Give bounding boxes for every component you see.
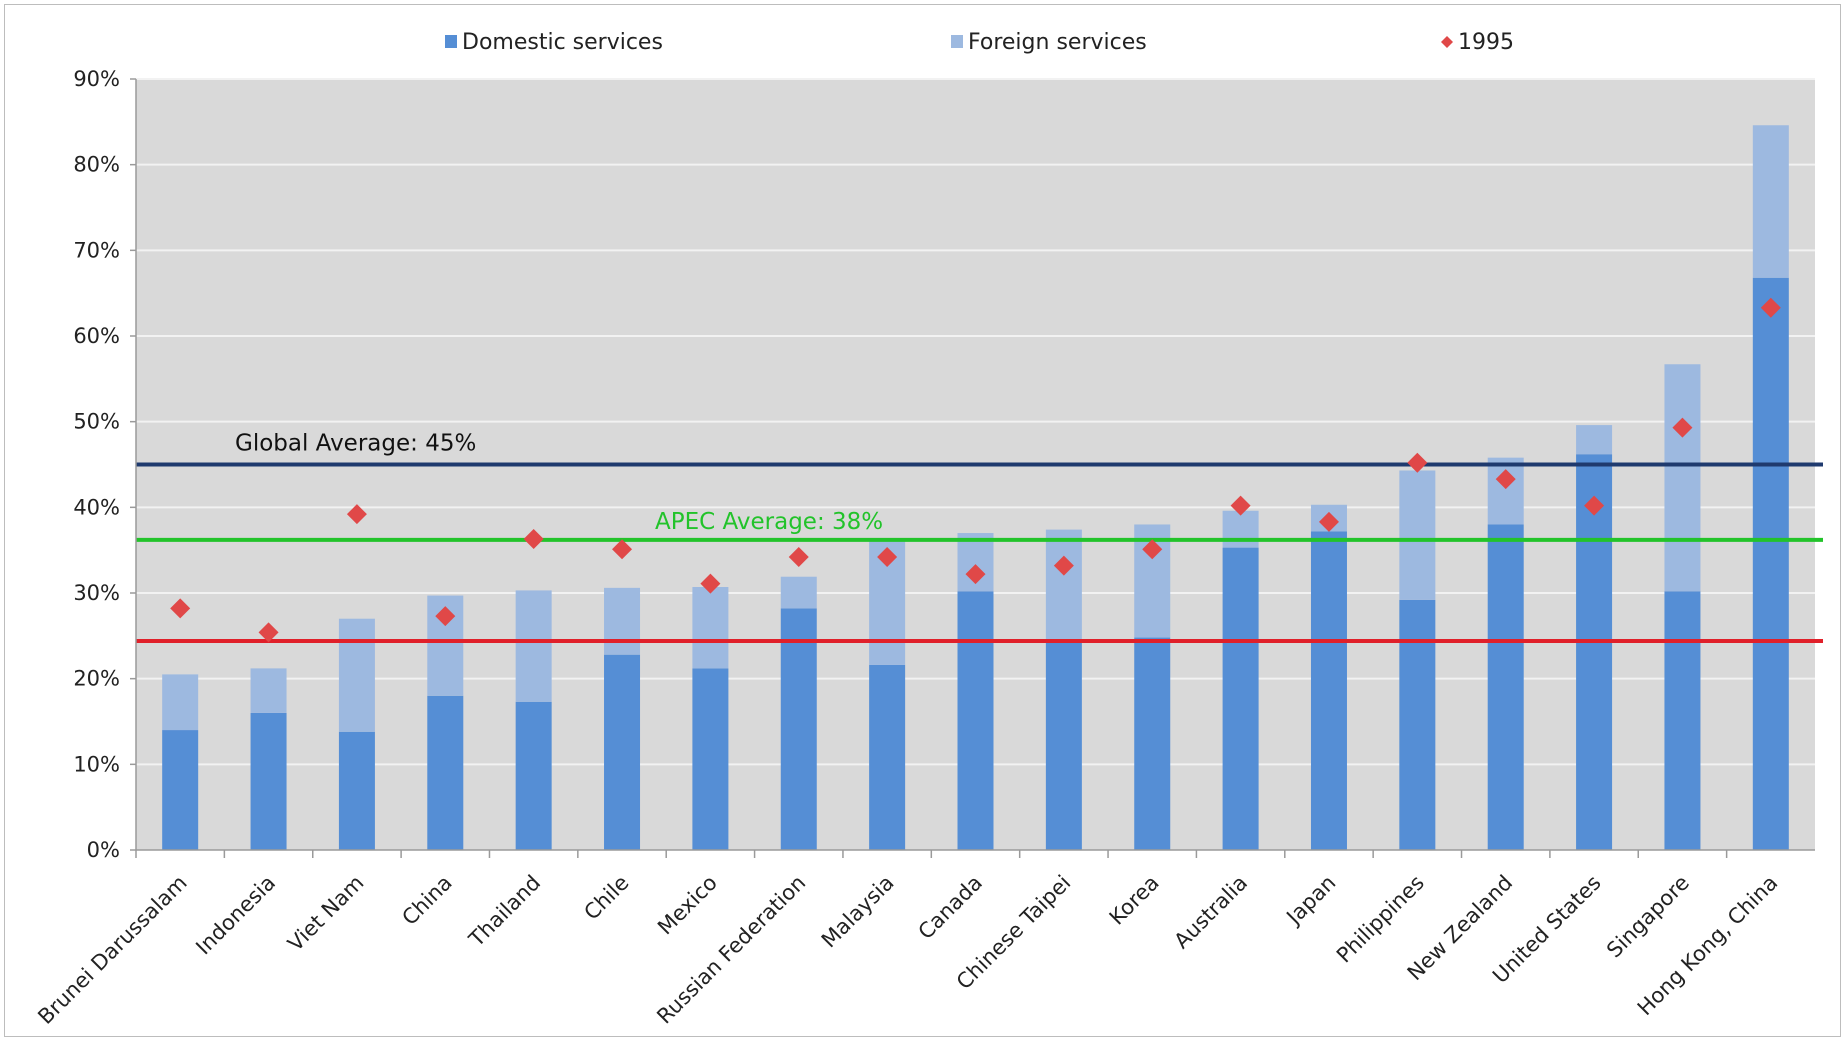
- marker-1995: [788, 547, 809, 568]
- x-category-label: Mexico: [653, 871, 722, 940]
- bar-foreign: [1487, 457, 1524, 525]
- marker-1995: [1053, 555, 1074, 576]
- reference-line-label: APEC Average: 38%: [655, 509, 883, 535]
- marker-1995: [1760, 297, 1781, 318]
- x-category-label: Korea: [1105, 871, 1164, 930]
- x-category-label: Philippines: [1332, 871, 1429, 968]
- reference-line-label: Global Average: 45%: [235, 431, 476, 457]
- bar-domestic: [162, 730, 199, 850]
- bar-domestic: [1487, 524, 1524, 850]
- legend-label: Foreign services: [968, 30, 1147, 55]
- x-category-label: Viet Nam: [283, 871, 368, 956]
- legend-swatch: [445, 35, 457, 48]
- y-tick-label: 40%: [73, 495, 120, 519]
- legend-label: Domestic services: [462, 30, 663, 55]
- bar-domestic: [604, 654, 641, 850]
- bar-foreign: [1576, 425, 1613, 455]
- bar-domestic: [692, 668, 729, 850]
- marker-1995: [170, 598, 191, 619]
- x-category-label: Thailand: [464, 871, 545, 952]
- bar-domestic: [1134, 637, 1171, 850]
- legend-label: 1995: [1458, 30, 1514, 55]
- marker-1995: [1672, 417, 1693, 438]
- y-tick-label: 60%: [73, 324, 120, 348]
- bar-domestic: [515, 701, 552, 850]
- x-category-label: Russian Federation: [652, 871, 810, 1029]
- marker-1995: [1407, 452, 1428, 473]
- y-tick-label: 30%: [73, 581, 120, 605]
- bar-domestic: [869, 664, 906, 850]
- bar-foreign: [1664, 364, 1701, 592]
- legend-swatch-1995: [1441, 36, 1453, 48]
- bar-domestic: [1752, 277, 1789, 850]
- bar-domestic: [957, 591, 994, 850]
- marker-1995: [1495, 469, 1516, 490]
- marker-1995: [700, 573, 721, 594]
- chart-frame: Global Average: 45% APEC Average: 38% 0% 1…: [4, 4, 1841, 1037]
- bar-foreign: [692, 587, 729, 669]
- bar-foreign: [1222, 510, 1259, 548]
- marker-1995: [965, 564, 986, 585]
- bar-foreign: [1045, 529, 1082, 641]
- x-category-label: Indonesia: [191, 871, 280, 960]
- bar-domestic: [1310, 531, 1347, 850]
- x-category-label: Canada: [914, 871, 987, 944]
- y-tick-label: 50%: [73, 410, 120, 434]
- x-category-label: Brunei Darussalam: [33, 871, 191, 1029]
- y-tick-label: 0%: [87, 838, 120, 862]
- marker-1995: [523, 529, 544, 550]
- legend-swatch: [951, 35, 963, 48]
- bar-foreign: [250, 668, 287, 713]
- bar-domestic: [1222, 547, 1259, 850]
- marker-1995: [612, 539, 633, 560]
- x-category-label: Chile: [579, 871, 633, 925]
- y-tick-label: 20%: [73, 667, 120, 691]
- bar-domestic: [427, 695, 464, 850]
- bar-domestic: [1576, 454, 1613, 850]
- y-tick-label: 10%: [73, 752, 120, 776]
- marker-1995: [1142, 539, 1163, 560]
- bar-domestic: [250, 712, 287, 850]
- marker-1995: [1230, 495, 1251, 516]
- bar-domestic: [338, 731, 375, 850]
- x-category-label: Singapore: [1602, 871, 1694, 963]
- marker-1995: [435, 606, 456, 627]
- x-category-label: Australia: [1169, 871, 1252, 954]
- x-category-label: Malaysia: [817, 871, 899, 953]
- y-tick-label: 90%: [73, 67, 120, 91]
- bar-foreign: [338, 618, 375, 732]
- bar-domestic: [1045, 640, 1082, 850]
- bar-foreign: [1752, 125, 1789, 278]
- marker-1995: [258, 622, 279, 643]
- bar-foreign: [1399, 470, 1436, 600]
- bar-foreign: [515, 590, 552, 702]
- marker-1995: [1584, 495, 1605, 516]
- marker-1995: [346, 504, 367, 525]
- services-share-chart: Global Average: 45% APEC Average: 38% 0% 1…: [33, 30, 1823, 1029]
- x-category-label: China: [397, 871, 456, 930]
- bar-foreign: [162, 674, 199, 731]
- bar-domestic: [780, 608, 817, 850]
- bar-domestic: [1664, 591, 1701, 850]
- bar-domestic: [1399, 599, 1436, 850]
- marker-1995: [1318, 511, 1339, 532]
- y-tick-label: 80%: [73, 153, 120, 177]
- x-category-label: Japan: [1281, 871, 1341, 931]
- marker-1995: [877, 547, 898, 568]
- y-tick-label: 70%: [73, 238, 120, 262]
- bar-foreign: [780, 576, 817, 609]
- bar-foreign: [604, 587, 641, 655]
